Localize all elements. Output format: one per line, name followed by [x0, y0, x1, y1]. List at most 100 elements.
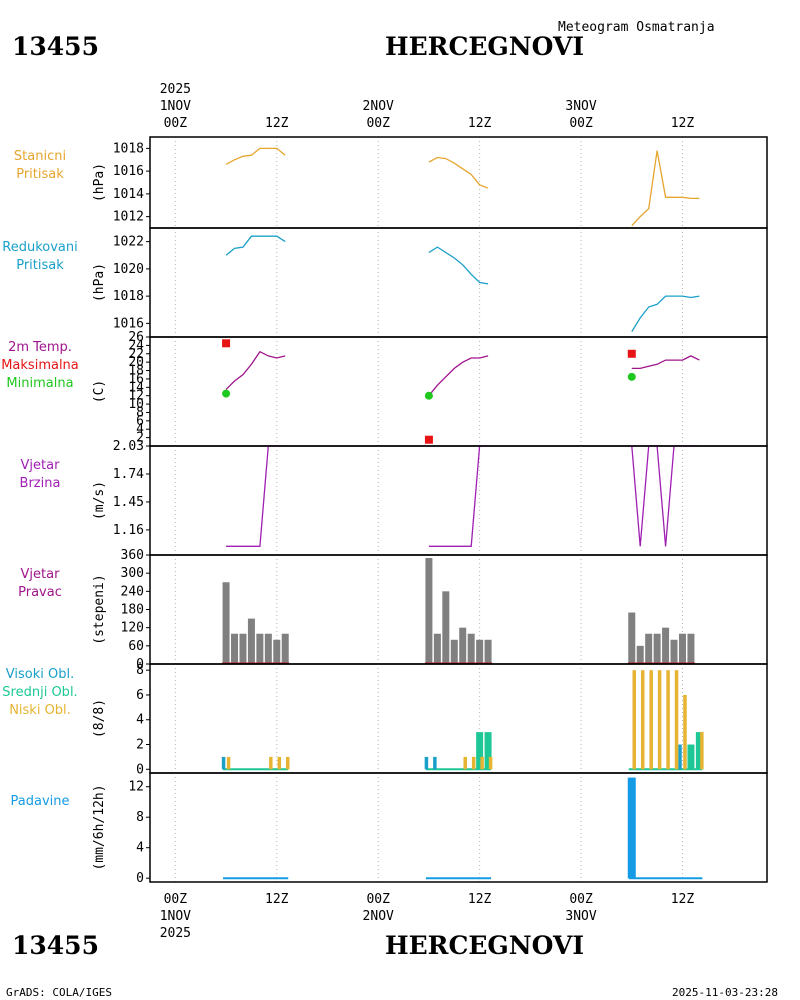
wind-direction-bar [281, 633, 289, 664]
y-tick-label: 4 [136, 713, 144, 728]
wind-direction-bar [678, 633, 686, 664]
y-tick-label: 180 [121, 603, 144, 618]
time-tick-label-top: 12Z [671, 116, 695, 131]
panel-label: Vjetar [21, 458, 61, 473]
panel-frame [149, 772, 768, 883]
panel-label: Maksimalna [1, 358, 79, 373]
wind-direction-bar [239, 633, 247, 664]
wind-direction-bar [687, 633, 695, 664]
cloud-bar-low [269, 756, 273, 770]
y-tick-label: 1012 [113, 210, 144, 225]
wind-direction-bar [484, 639, 492, 664]
panel-frame [149, 663, 768, 774]
cloud-bar-low [632, 670, 637, 770]
year-label-top: 2025 [160, 82, 191, 97]
time-tick-label-top: 12Z [265, 116, 289, 131]
product-title: Meteogram Osmatranja [558, 20, 715, 35]
day-label-bottom: 3NOV [565, 909, 596, 924]
time-tick-label-bottom: 12Z [671, 892, 695, 907]
wind-direction-bar [442, 591, 450, 664]
cloud-bar-mid [476, 732, 484, 770]
y-tick-label: 16 [128, 372, 144, 387]
cloud-bar-low [666, 670, 670, 770]
cloud-bar-high [221, 756, 226, 770]
cloud-bar-mid [695, 732, 703, 770]
cloud-bar-low [463, 756, 467, 770]
wind-direction-bar [222, 582, 230, 664]
y-tick-label: 14 [128, 380, 144, 395]
wind-direction-bar [450, 639, 458, 664]
y-tick-label: 12 [128, 389, 144, 404]
panel-frame [149, 227, 768, 338]
cloud-bar-low [649, 670, 653, 770]
cloud-bar-low [226, 756, 231, 770]
series-line [428, 445, 489, 547]
y-axis-label: (8/8) [92, 699, 107, 738]
tmin-marker [222, 389, 231, 398]
cloud-bar-low [657, 670, 662, 770]
footer-credit: GrADS: COLA/IGES [6, 986, 112, 999]
y-tick-label: 4 [136, 841, 144, 856]
wind-direction-bar [433, 633, 441, 664]
y-tick-label: 4 [136, 422, 144, 437]
y-tick-label: 8 [136, 810, 144, 825]
tmin-marker [424, 391, 433, 400]
wind-direction-bar [459, 627, 467, 664]
y-tick-label: 24 [128, 338, 144, 353]
panel-frame [149, 136, 768, 229]
y-tick-label: 22 [128, 347, 144, 362]
day-label-bottom: 1NOV [160, 909, 191, 924]
y-tick-label: 1022 [113, 235, 144, 250]
panel-label: Pritisak [16, 167, 64, 182]
panel-label: 2m Temp. [8, 340, 72, 355]
y-tick-label: 1018 [113, 141, 144, 156]
cloud-bar-high [678, 744, 682, 770]
y-tick-label: 2 [136, 738, 144, 753]
wind-direction-bar [256, 633, 264, 664]
cloud-bar-low [277, 756, 282, 770]
y-tick-label: 360 [121, 548, 144, 563]
series-line [428, 355, 489, 397]
wind-direction-bar [628, 612, 636, 664]
panel-label: Padavine [11, 794, 70, 809]
series-line [428, 156, 489, 189]
day-label-top: 1NOV [160, 99, 191, 114]
wind-direction-bar [467, 633, 475, 664]
tmin-marker [627, 372, 636, 381]
y-tick-label: 1014 [113, 187, 144, 202]
tmax-marker [627, 349, 636, 358]
wind-direction-bar [231, 633, 239, 664]
cloud-bar-low [674, 670, 679, 770]
day-label-top: 3NOV [565, 99, 596, 114]
wind-direction-bar [476, 639, 484, 664]
y-tick-label: 1020 [113, 262, 144, 277]
y-tick-label: 60 [128, 639, 144, 654]
wind-direction-bar [670, 639, 678, 664]
series-line [631, 295, 700, 332]
y-axis-label: (hPa) [92, 263, 107, 302]
panel-label: Pravac [18, 585, 62, 600]
wind-direction-bar [653, 633, 661, 664]
panel-label: Srednji Obl. [2, 685, 77, 700]
wind-direction-bar [645, 633, 653, 664]
wind-direction-bar [264, 633, 272, 664]
precip-bar [627, 777, 636, 879]
cloud-bar-mid [484, 732, 492, 770]
wind-direction-bar [636, 645, 644, 664]
cloud-bar-high [424, 756, 429, 770]
tmax-marker [424, 435, 433, 444]
cloud-bar-low [683, 694, 687, 770]
y-tick-label: 1018 [113, 289, 144, 304]
cloud-bar-low [480, 756, 484, 770]
y-tick-label: 8 [136, 663, 144, 678]
station-name-top: HERCEGNOVI [385, 32, 584, 61]
time-tick-label-bottom: 00Z [164, 892, 188, 907]
station-name-bottom: HERCEGNOVI [385, 931, 584, 960]
y-tick-label: 6 [136, 688, 144, 703]
time-tick-label-bottom: 12Z [265, 892, 289, 907]
y-tick-label: 20 [128, 355, 144, 370]
wind-direction-bar [425, 558, 433, 664]
y-tick-label: 1.45 [113, 495, 144, 510]
day-label-bottom: 2NOV [363, 909, 394, 924]
